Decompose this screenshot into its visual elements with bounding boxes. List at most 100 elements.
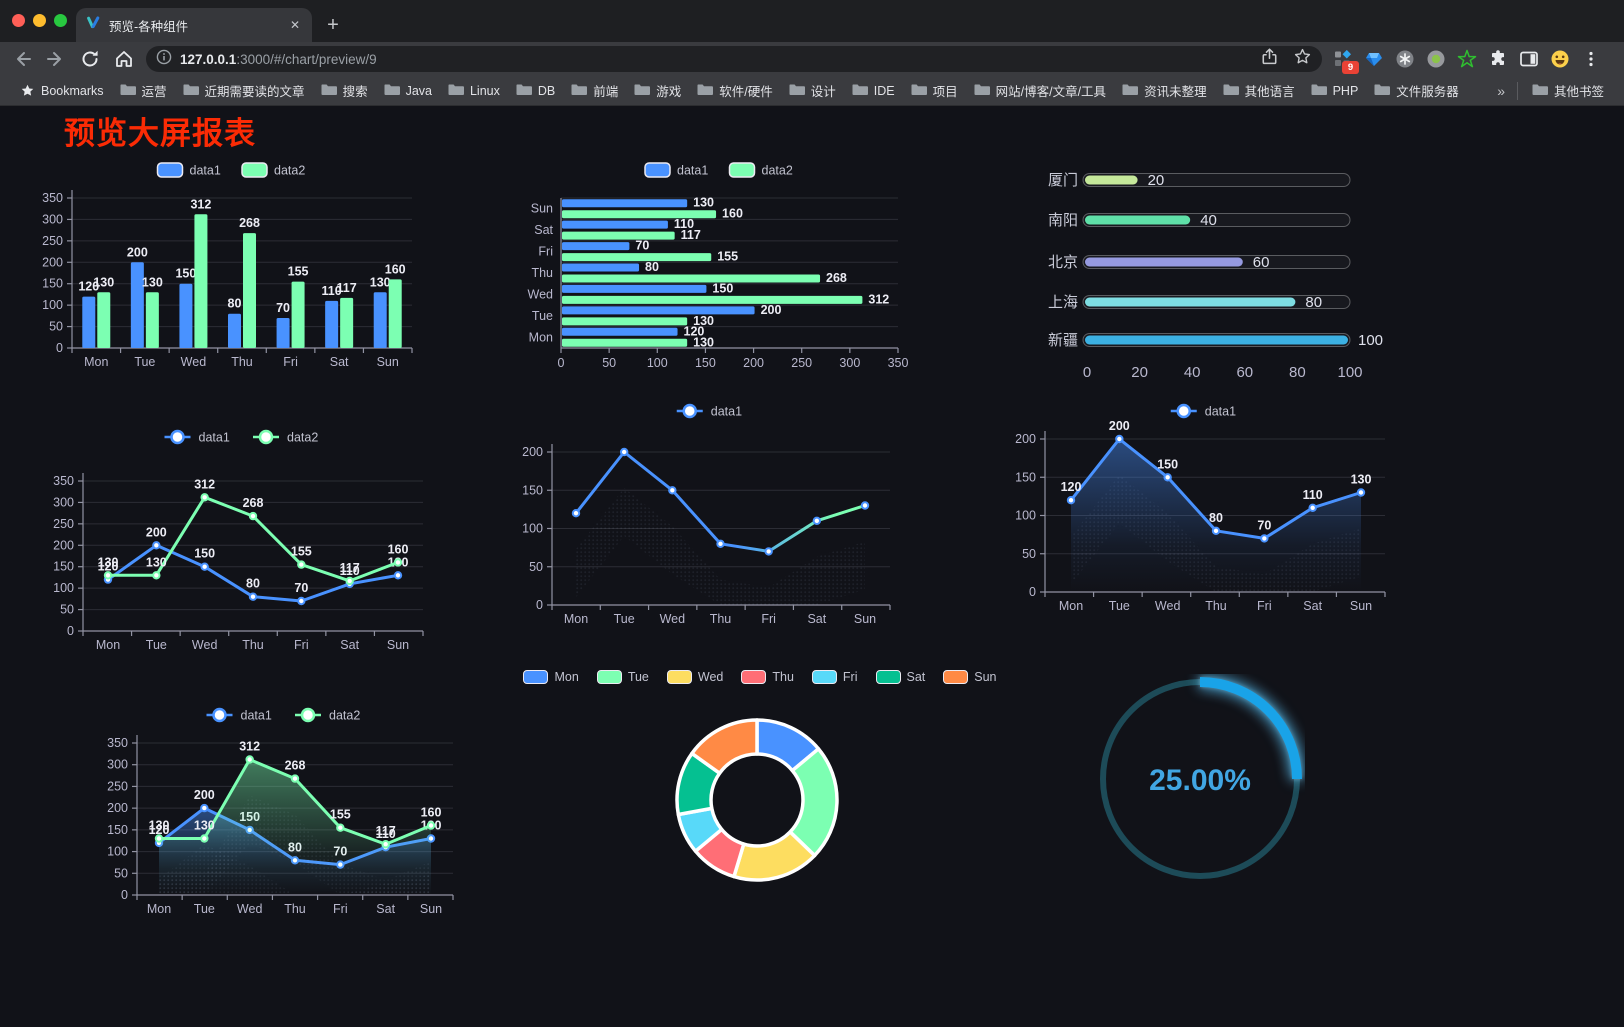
svg-text:0: 0 — [67, 624, 74, 638]
legend-item-data1[interactable]: data1 — [1170, 403, 1236, 419]
svg-text:70: 70 — [294, 581, 308, 595]
bookmark-folder[interactable]: 其他语言 — [1215, 78, 1303, 103]
svg-text:新疆: 新疆 — [1048, 332, 1078, 349]
svg-text:130: 130 — [98, 555, 119, 569]
browser-menu-icon[interactable] — [1580, 48, 1602, 70]
folder-icon — [789, 83, 805, 99]
bookmark-folder[interactable]: Java — [376, 80, 440, 102]
extensions-puzzle-icon[interactable] — [1487, 48, 1509, 70]
legend-item-Thu[interactable]: Thu — [741, 670, 794, 684]
bookmark-folder[interactable]: DB — [508, 80, 563, 102]
legend-item-data2[interactable]: data2 — [728, 162, 793, 178]
svg-text:200: 200 — [522, 445, 543, 459]
legend-item-data2[interactable]: data2 — [241, 162, 305, 178]
grid-extension-icon[interactable]: 9 — [1332, 48, 1359, 74]
svg-text:70: 70 — [1257, 518, 1271, 532]
legend-item-Tue[interactable]: Tue — [596, 670, 649, 684]
legend-item-data1[interactable]: data1 — [206, 707, 272, 723]
reload-button[interactable] — [76, 45, 104, 73]
gradient-line-chart: 0 50 100 150 200 Mon Tue Wed Thu Fri Sat Sun data1 — [500, 395, 920, 635]
bookmarks-overflow-chevron[interactable]: » — [1497, 82, 1505, 99]
zoom-window-button[interactable] — [54, 14, 67, 27]
legend-item-Sun[interactable]: Sun — [943, 670, 997, 684]
bookmark-folder[interactable]: 文件服务器 — [1366, 78, 1467, 103]
bookmark-folder[interactable]: 软件/硬件 — [689, 78, 780, 103]
bookmark-folder[interactable]: 资讯未整理 — [1114, 78, 1215, 103]
svg-text:130: 130 — [693, 196, 714, 210]
bookmark-folder[interactable]: 游戏 — [626, 78, 689, 103]
bookmark-star-icon[interactable] — [1293, 47, 1312, 71]
tab-close-icon[interactable]: ✕ — [289, 18, 300, 32]
svg-text:0: 0 — [1083, 364, 1091, 381]
bookmark-folder[interactable]: IDE — [844, 80, 903, 102]
new-tab-button[interactable]: + — [327, 13, 339, 36]
svg-text:Sun: Sun — [377, 355, 399, 369]
asterisk-circle-extension-icon[interactable] — [1394, 48, 1416, 70]
folder-icon — [852, 83, 868, 99]
progress-bar-chart: 厦门 20 南阳 40 北京 60 上海 80 新疆 100 0 20 40 60 80 100 — [990, 150, 1390, 395]
svg-text:50: 50 — [60, 603, 74, 617]
bookmarks-manager[interactable]: Bookmarks — [12, 80, 112, 101]
bookmark-folder[interactable]: 运营 — [112, 78, 175, 103]
legend-item-data1[interactable]: data1 — [676, 403, 742, 419]
folder-icon — [571, 83, 588, 99]
legend-item-Sat[interactable]: Sat — [875, 670, 925, 684]
home-button[interactable] — [110, 45, 138, 73]
bookmark-folder[interactable]: 设计 — [781, 78, 844, 103]
folder-icon — [384, 83, 400, 99]
svg-text:110: 110 — [1303, 488, 1323, 502]
legend-item-Mon[interactable]: Mon — [523, 670, 579, 684]
green-star-extension-icon[interactable] — [1456, 48, 1478, 70]
legend-item-data2[interactable]: data2 — [295, 707, 360, 723]
pie-slice-Sun[interactable] — [690, 718, 759, 775]
folder-icon — [448, 83, 464, 99]
browser-tab[interactable]: 预览-各种组件 ✕ — [76, 8, 312, 42]
legend-item-data1[interactable]: data1 — [156, 162, 221, 178]
share-icon[interactable] — [1260, 47, 1279, 71]
bookmark-folder[interactable]: 近期需要读的文章 — [175, 78, 313, 103]
site-info-icon[interactable] — [156, 49, 172, 70]
svg-text:150: 150 — [712, 281, 733, 295]
svg-text:150: 150 — [522, 483, 543, 497]
svg-text:Sat: Sat — [376, 902, 395, 916]
bookmark-folder[interactable]: 搜索 — [313, 78, 376, 103]
url-bar[interactable]: 127.0.0.1:3000/#/chart/preview/9 — [146, 46, 1322, 72]
bookmark-folder[interactable]: Linux — [440, 80, 508, 102]
legend-item-Fri[interactable]: Fri — [811, 670, 858, 684]
svg-text:Tue: Tue — [134, 355, 155, 369]
bookmark-folder[interactable]: 网站/博客/文章/工具 — [966, 78, 1114, 103]
browser-toolbar: 127.0.0.1:3000/#/chart/preview/9 9 — [0, 42, 1624, 76]
back-button[interactable] — [8, 45, 36, 73]
svg-text:200: 200 — [53, 538, 74, 552]
extensions-area: 9 — [1332, 48, 1602, 74]
svg-text:300: 300 — [839, 356, 860, 370]
svg-text:Thu: Thu — [242, 638, 264, 652]
other-bookmarks-folder[interactable]: 其他书签 — [1524, 78, 1612, 103]
bookmark-folder[interactable]: PHP — [1303, 80, 1367, 102]
svg-text:0: 0 — [121, 888, 128, 902]
green-dot-circle-extension-icon[interactable] — [1425, 48, 1447, 70]
legend-item-data1[interactable]: data1 — [644, 162, 708, 178]
two-series-line-chart: 0 50 100 150 200 250 300 350 Mon Tue Wed Thu Fri Sat S… — [40, 425, 470, 660]
legend-item-Wed[interactable]: Wed — [666, 670, 723, 684]
legend-item-data1[interactable]: data1 — [164, 429, 230, 445]
bookmark-folder[interactable]: 前端 — [563, 78, 626, 103]
svg-text:Sat: Sat — [1303, 599, 1322, 613]
minimize-window-button[interactable] — [33, 14, 46, 27]
bookmark-folder[interactable]: 项目 — [903, 78, 966, 103]
close-window-button[interactable] — [12, 14, 25, 27]
svg-text:130: 130 — [194, 819, 215, 833]
svg-text:Mon: Mon — [96, 638, 120, 652]
legend-item-data2[interactable]: data2 — [253, 429, 318, 445]
svg-text:80: 80 — [1289, 364, 1306, 381]
svg-text:50: 50 — [602, 356, 616, 370]
forward-button[interactable] — [42, 45, 70, 73]
folder-icon — [1122, 83, 1139, 99]
folder-icon — [1532, 83, 1548, 99]
svg-text:上海: 上海 — [1048, 294, 1078, 311]
svg-text:300: 300 — [42, 212, 63, 226]
bookmarks-bar: Bookmarks 运营 近期需要读的文章 搜索 Java Linux DB 前端 游戏 软件/硬… — [0, 76, 1624, 106]
side-panel-icon[interactable] — [1518, 48, 1540, 70]
emoji-extension-icon[interactable] — [1549, 48, 1571, 70]
gem-extension-icon[interactable] — [1363, 48, 1385, 70]
